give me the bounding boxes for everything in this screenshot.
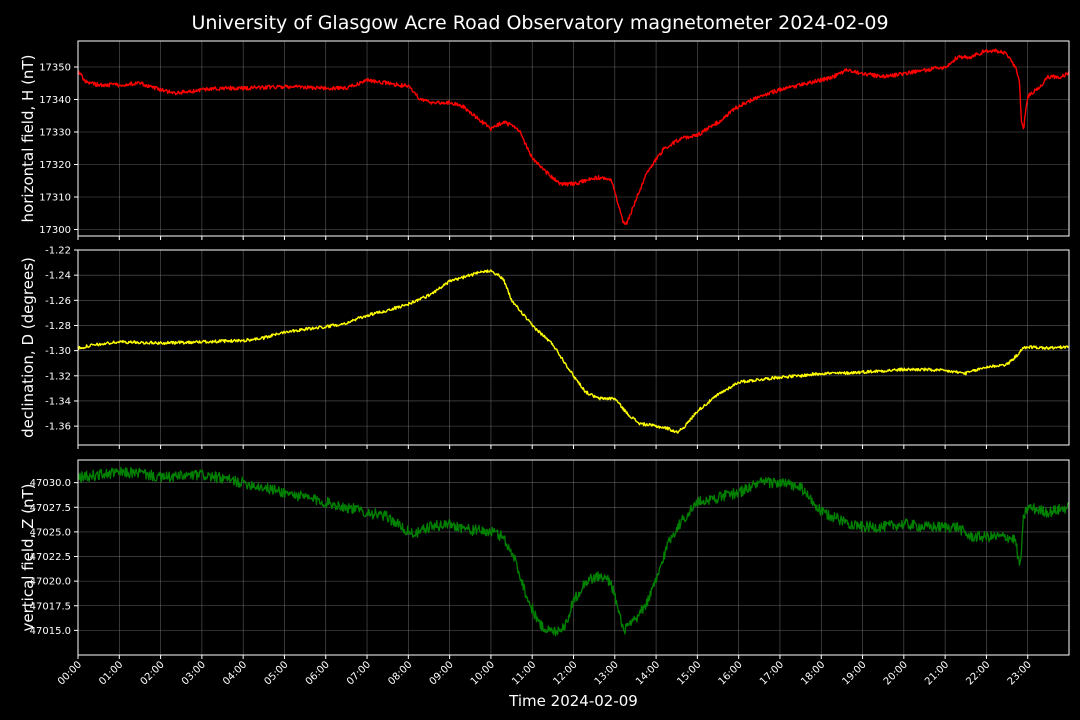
y-axis-label: declination, D (degrees)	[19, 257, 37, 438]
y-tick-label: -1.22	[45, 246, 71, 257]
series-line	[77, 466, 1070, 637]
y-tick-label: 47020.0	[30, 577, 71, 588]
y-tick-label: 47015.0	[30, 626, 71, 637]
y-tick-label: 17340	[39, 95, 71, 106]
y-tick-label: 47017.5	[30, 601, 71, 612]
y-tick-label: 47025.0	[30, 527, 71, 538]
y-tick-label: 47022.5	[30, 552, 71, 563]
y-tick-label: 17310	[39, 193, 71, 204]
axes-frame	[77, 249, 1070, 446]
y-tick-label: -1.32	[45, 371, 71, 382]
series-line	[77, 269, 1070, 434]
y-tick-label: -1.26	[45, 296, 71, 307]
y-tick-label: -1.34	[45, 396, 71, 407]
y-tick-label: -1.24	[45, 271, 71, 282]
y-tick-label: 17350	[39, 63, 71, 74]
y-tick-label: 17330	[39, 128, 71, 139]
y-tick-label: 47027.5	[30, 503, 71, 514]
y-tick-label: -1.36	[45, 422, 71, 433]
y-axis-label: vertical field, Z (nT)	[19, 483, 37, 631]
y-tick-label: -1.30	[45, 346, 71, 357]
axes-frame	[77, 459, 1070, 656]
y-tick-label: 17320	[39, 160, 71, 171]
x-axis-label: Time 2024-02-09	[508, 692, 638, 710]
y-tick-label: 17300	[39, 225, 71, 236]
series-line	[77, 48, 1070, 225]
declination-panel: -1.22 -1.24 -1.26 -1.28 -1.30 -1.32 -1.34 -1.36…	[19, 246, 1070, 449]
figure-title: University of Glasgow Acre Road Observat…	[191, 12, 888, 34]
axes-frame	[77, 40, 1070, 237]
y-tick-label: -1.28	[45, 321, 71, 332]
horizontal-field-panel: 17300 17310 17320 17330 17340 17350horizontal…	[19, 40, 1070, 240]
y-tick-label: 47030.0	[30, 478, 71, 489]
vertical-field-panel: 47015.0 47017.5 47020.0 47022.5 47025.0 47027…	[19, 459, 1070, 659]
y-axis-label: horizontal field, H (nT)	[19, 55, 37, 223]
